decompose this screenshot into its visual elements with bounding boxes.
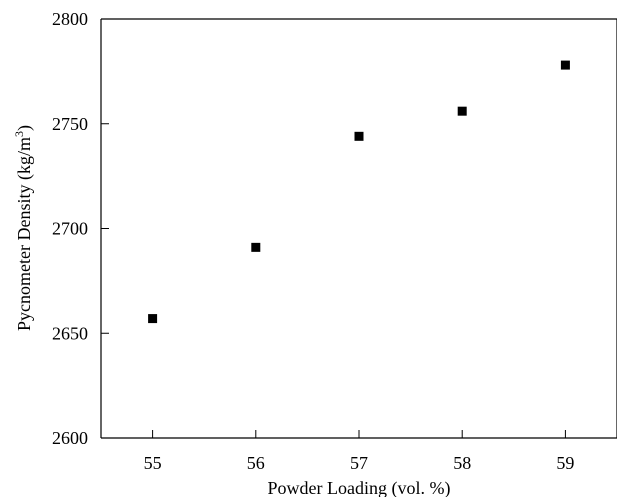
y-tick-label: 2800 bbox=[52, 9, 88, 29]
plot-frame bbox=[100, 18, 617, 439]
y-axis-label: Pycnometer Density (kg/m3) bbox=[12, 125, 35, 331]
y-axis-tick-labels: 2600 2650 2700 2750 2800 bbox=[52, 9, 88, 448]
x-tick-label: 55 bbox=[144, 453, 162, 473]
data-point bbox=[560, 60, 570, 70]
x-tick-label: 56 bbox=[247, 453, 265, 473]
x-axis-ticks bbox=[152, 430, 566, 438]
x-axis-label: Powder Loading (vol. %) bbox=[268, 478, 451, 497]
data-point bbox=[457, 106, 467, 116]
y-axis-ticks bbox=[101, 18, 109, 439]
y-axis-label-close: ) bbox=[14, 125, 35, 131]
y-tick-label: 2650 bbox=[52, 323, 88, 343]
y-tick-label: 2600 bbox=[52, 428, 88, 448]
x-tick-label: 58 bbox=[453, 453, 471, 473]
data-point bbox=[148, 314, 158, 324]
y-axis-label-main: Pycnometer Density (kg/m bbox=[14, 137, 35, 331]
y-tick-label: 2750 bbox=[52, 114, 88, 134]
data-point bbox=[251, 242, 261, 252]
y-axis-label-exponent: 3 bbox=[12, 131, 26, 137]
x-axis-tick-labels: 55 56 57 58 59 bbox=[144, 453, 575, 473]
x-tick-label: 57 bbox=[350, 453, 368, 473]
data-points bbox=[148, 60, 570, 324]
data-point bbox=[354, 131, 364, 141]
x-tick-label: 59 bbox=[556, 453, 574, 473]
y-tick-label: 2700 bbox=[52, 219, 88, 239]
